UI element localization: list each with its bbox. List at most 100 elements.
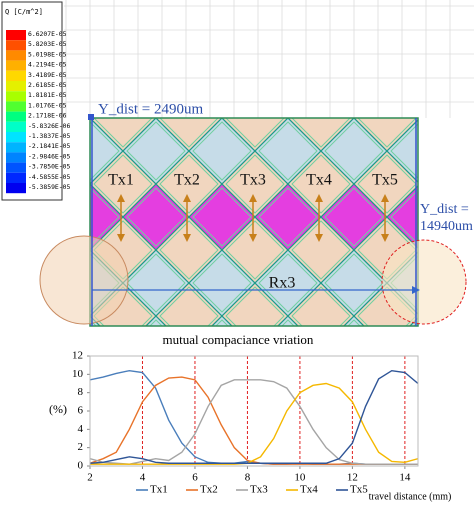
x-tick-label: 6 xyxy=(192,472,198,484)
legend-label: Tx1 xyxy=(150,484,168,496)
diagram-frame xyxy=(89,117,419,327)
color-label: -5.3859E-05 xyxy=(28,183,70,191)
series-line xyxy=(90,369,418,464)
x-tick-label: 14 xyxy=(399,472,411,484)
color-swatch xyxy=(6,142,26,153)
diamond-cell xyxy=(343,315,365,326)
diamond-cell xyxy=(211,315,233,326)
color-swatch xyxy=(6,132,26,143)
diamond-edge xyxy=(90,187,120,247)
rx-label: Rx3 xyxy=(269,275,296,292)
diamond-edge xyxy=(324,187,384,247)
color-label: -4.5855E-05 xyxy=(28,173,70,181)
color-label: 2.6185E-05 xyxy=(28,81,67,89)
color-label: 5.0198E-05 xyxy=(28,50,67,58)
background-grid xyxy=(64,0,474,118)
diamond-edge xyxy=(258,253,318,313)
color-swatch xyxy=(6,91,26,102)
color-label: 1.0176E-05 xyxy=(28,101,67,109)
diamond-edge xyxy=(192,187,252,247)
diamond-edge xyxy=(225,154,285,214)
y-dist-top-label: Y_dist = 2490um xyxy=(98,101,203,117)
diamond-edge xyxy=(126,253,186,313)
diamond-edge xyxy=(291,220,351,280)
color-swatch xyxy=(6,81,26,92)
color-swatch xyxy=(6,101,26,112)
y-axis-label: (%) xyxy=(49,402,67,416)
corner-marker xyxy=(88,114,94,120)
plot-frame xyxy=(89,355,419,467)
color-label: 3.4189E-05 xyxy=(28,71,67,79)
color-label: -5.8326E-06 xyxy=(28,122,70,130)
diamond-edge xyxy=(324,253,384,313)
diamond-edge xyxy=(357,118,417,148)
y-dist-right-label: Y_dist = xyxy=(420,202,469,217)
y-tick-label: 0 xyxy=(78,460,84,472)
arrow-head xyxy=(412,286,420,294)
y-tick-label: 2 xyxy=(78,441,84,453)
y-tick-label: 6 xyxy=(78,405,84,417)
color-label: -3.7850E-05 xyxy=(28,163,70,171)
chart-title: mutual compaciance vriation xyxy=(163,332,314,347)
diamond-edge xyxy=(258,187,318,247)
diamond-edge xyxy=(390,189,418,245)
legend-title: Q [C/m^2] xyxy=(5,8,43,16)
right-finger-circle xyxy=(381,239,467,325)
color-label: -2.9846E-05 xyxy=(28,152,70,160)
plot-area xyxy=(90,356,418,466)
diamond-edge xyxy=(424,89,474,147)
diamond-edge xyxy=(192,121,252,181)
y-tick-label: 10 xyxy=(72,368,84,380)
diamond-cell xyxy=(420,85,474,151)
diamond-edge xyxy=(90,121,120,181)
diamond-edge xyxy=(192,253,252,313)
color-label: 4.2194E-05 xyxy=(28,61,67,69)
diamond-edge xyxy=(159,286,219,326)
color-swatch xyxy=(6,50,26,61)
diamond-cell xyxy=(387,52,453,118)
color-label: 5.8203E-05 xyxy=(28,40,67,48)
color-swatch xyxy=(6,121,26,132)
y-tick-label: 8 xyxy=(78,386,84,398)
color-swatch xyxy=(6,172,26,183)
diamond-edge xyxy=(391,56,449,114)
line-chart: mutual compaciance vriation (%) travel dis… xyxy=(46,330,451,506)
diamond-edge xyxy=(159,118,219,148)
x-tick-label: 4 xyxy=(140,472,146,484)
diamond-edge xyxy=(390,123,418,179)
diamond-edge xyxy=(291,154,351,214)
diamond-edge xyxy=(324,121,384,181)
tx-label: Tx4 xyxy=(306,172,332,189)
color-label: -1.3837E-05 xyxy=(28,132,70,140)
diamond-edge xyxy=(259,56,317,114)
chart-background xyxy=(46,330,426,506)
diamond-cell xyxy=(145,315,167,326)
diamond-edge xyxy=(126,121,186,181)
diamond-edge xyxy=(225,118,285,148)
color-swatch xyxy=(6,111,26,122)
x-tick-label: 2 xyxy=(87,472,93,484)
color-swatch xyxy=(6,40,26,51)
x-tick-label: 12 xyxy=(347,472,358,484)
x-tick-label: 10 xyxy=(294,472,306,484)
color-swatch xyxy=(6,152,26,163)
left-finger-circle xyxy=(39,235,129,325)
diamond-edge xyxy=(159,220,219,280)
tx-label: Tx5 xyxy=(372,172,398,189)
diamond-edge xyxy=(291,118,351,148)
tx-label: Tx2 xyxy=(174,172,200,189)
legend-label: Tx2 xyxy=(200,484,218,496)
tx-label: Tx1 xyxy=(108,172,134,189)
diamond-edge xyxy=(126,187,186,247)
diamond-edge xyxy=(93,118,153,148)
series-line xyxy=(90,379,418,465)
diamond-edge xyxy=(93,154,153,214)
x-axis-label: travel distance (mm) xyxy=(369,491,452,502)
diagram-annotations: Y_dist = 2490um Y_dist = 14940um Rx3 Tx1… xyxy=(39,101,473,326)
diamond-edge xyxy=(258,121,318,181)
diamond-cell xyxy=(287,118,289,119)
y-tick-label: 4 xyxy=(78,423,84,435)
color-legend: Q [C/m^2] 6.6207E-05 5.8203E-05 5.0198E-05… xyxy=(1,1,70,201)
color-label: 2.1718E-06 xyxy=(28,112,67,120)
